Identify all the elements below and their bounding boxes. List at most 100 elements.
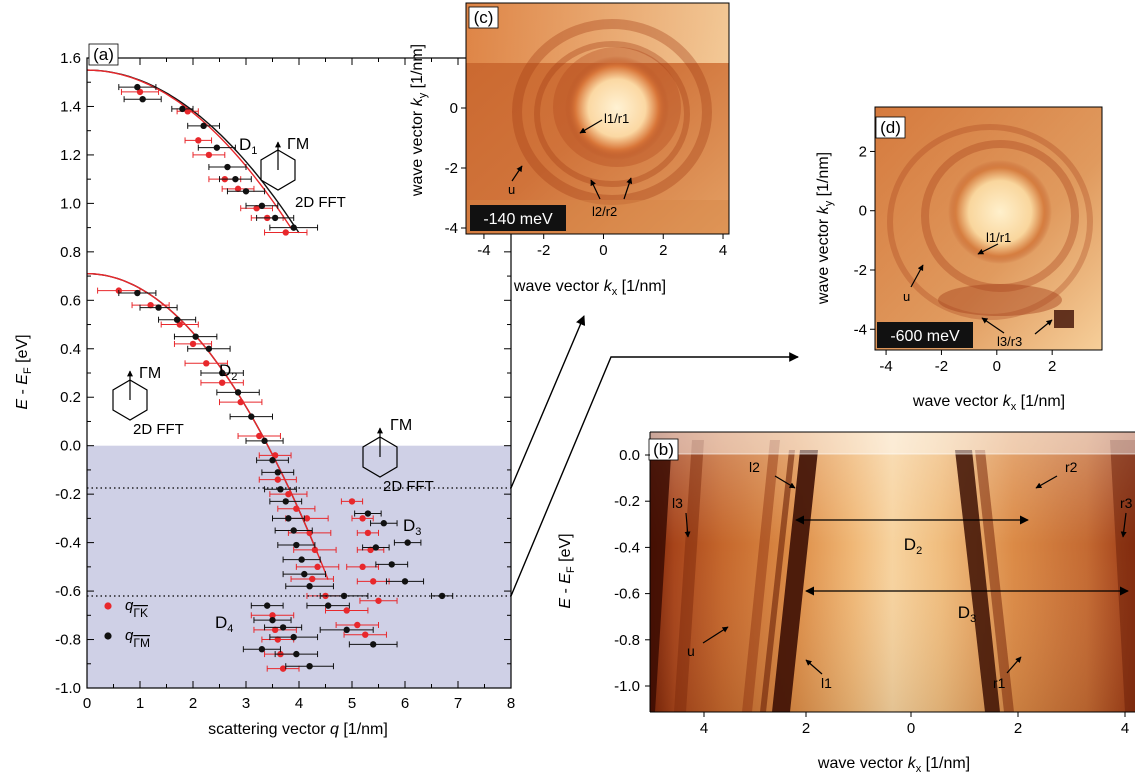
y-tick-label: 0.0 — [619, 447, 640, 464]
data-point — [250, 602, 284, 609]
y-tick-label: -4 — [445, 220, 458, 237]
data-point — [197, 144, 236, 151]
x-tick-label: 8 — [507, 695, 515, 712]
data-point — [158, 316, 197, 323]
svg-text:ΓM: ΓM — [139, 365, 161, 382]
panel-b-label-box — [648, 438, 679, 461]
panel-c-image — [465, 2, 730, 235]
panel-c-ticks: -4 -2 0 2 4 0 -2 -4 — [445, 100, 728, 259]
y-tick-label: 1.6 — [60, 50, 81, 67]
energy-label-d: -600 meV — [890, 328, 960, 345]
data-point — [245, 202, 279, 210]
data-point — [245, 437, 284, 445]
data-point — [274, 527, 313, 534]
energy-badge-d — [877, 322, 973, 348]
y-tick-label: -0.2 — [55, 486, 81, 503]
data-point — [118, 289, 157, 297]
data-point — [385, 578, 425, 585]
panel-c-x-label: wave vector kx [1/nm] — [513, 278, 666, 298]
panel-a-label: (a) — [93, 45, 114, 64]
data-point — [120, 88, 160, 96]
x-tick-label: 2 — [659, 242, 667, 259]
label-b-d3: D3 — [958, 603, 976, 625]
data-point — [272, 515, 305, 522]
panel-d-x-label: wave vector kx [1/nm] — [912, 393, 1065, 413]
x-tick-label: -2 — [935, 358, 948, 375]
data-point — [184, 137, 213, 144]
y-tick-label: 0 — [450, 100, 458, 117]
data-point — [187, 345, 231, 352]
data-point — [274, 650, 319, 658]
panel-d-ticks: -4 -2 0 2 2 0 -2 -4 — [854, 143, 1057, 375]
svg-text:2D FFT: 2D FFT — [133, 421, 184, 438]
panel-b: (b) D2 D3 l2 r2 l3 r3 u l1 r1 4 2 0 2 4 0.0 -0… — [557, 431, 1135, 775]
panel-c-label: (c) — [474, 8, 494, 27]
data-point — [131, 301, 170, 309]
y-tick-label: 0.6 — [60, 292, 81, 309]
x-tick-label: 4 — [295, 695, 303, 712]
data-point — [282, 556, 321, 563]
data-point — [375, 561, 409, 568]
x-tick-label: 4 — [719, 242, 727, 259]
connector-arrows — [510, 315, 799, 597]
data-point — [348, 641, 398, 648]
panel-d-y-label: wave vector ky [1/nm] — [815, 152, 835, 305]
label-d3: D3 — [403, 516, 421, 538]
annot-b-l2: l2 — [749, 459, 760, 475]
x-tick-label: 0 — [993, 358, 1001, 375]
svg-text:ΓM: ΓM — [287, 136, 309, 153]
y-tick-label: -0.6 — [614, 586, 640, 603]
data-point — [160, 321, 199, 328]
hexagon-icon-d2: ΓM 2D FFT — [112, 365, 184, 438]
data-point — [256, 457, 289, 464]
annot-d-u: u — [903, 289, 910, 304]
y-tick-label: 0.8 — [60, 244, 81, 261]
data-point — [269, 498, 303, 505]
x-tick-label: 2 — [802, 720, 810, 737]
data-point — [250, 612, 295, 619]
data-point — [290, 575, 334, 583]
x-tick-label: 7 — [454, 695, 462, 712]
data-point — [258, 452, 292, 459]
data-point — [393, 539, 422, 546]
data-point — [118, 83, 157, 91]
label-b-d2: D2 — [904, 535, 922, 557]
y-tick-label: 0.2 — [60, 389, 81, 406]
panel-a: 0 1 2 3 4 5 6 7 8 -1.0 -0.8 -0.6 -0.4 -0.2 0.0 0.2 0.4 0.… — [14, 43, 515, 738]
data-point — [356, 578, 390, 585]
svg-text:2D FFT: 2D FFT — [295, 194, 346, 211]
data-point — [256, 214, 295, 222]
panel-b-y-label: E - EF [eV] — [557, 533, 577, 608]
data-point — [261, 469, 295, 476]
y-tick-label: 0.0 — [60, 438, 81, 455]
x-tick-label: 0 — [907, 720, 915, 737]
annot-d-l1r1: l1/r1 — [986, 230, 1011, 245]
panel-d-image — [874, 106, 1103, 351]
data-point — [269, 633, 319, 641]
data-point — [343, 631, 387, 638]
axis-ticks: 0 1 2 3 4 5 6 7 8 -1.0 -0.8 -0.6 -0.4 -0.2 0.0 0.2 0.4 0.… — [55, 50, 515, 712]
data-point — [356, 546, 385, 554]
legend-marker-gk — [104, 602, 112, 610]
y-tick-label: -2 — [854, 262, 867, 279]
panel-c-y-label: wave vector ky [1/nm] — [409, 44, 429, 197]
data-points — [97, 83, 454, 672]
y-tick-label: -1.0 — [614, 678, 640, 695]
data-point — [354, 510, 382, 517]
legend-marker-gm — [104, 632, 112, 640]
y-tick-label: -0.6 — [55, 583, 81, 600]
hexagon-icon-d3: ΓM 2D FFT — [362, 417, 434, 495]
data-point — [253, 626, 297, 634]
panel-c: (c) -140 meV l1/r1 u l2/r2 -4 -2 0 2 4 0 -2-4 … — [409, 2, 730, 298]
data-point — [285, 662, 334, 670]
y-tick-label: 2 — [859, 143, 867, 160]
y-tick-label: -0.8 — [614, 632, 640, 649]
y-axis-label: E - EF [eV] — [14, 334, 34, 409]
x-tick-label: 4 — [700, 720, 708, 737]
data-point — [362, 544, 390, 551]
data-point — [277, 541, 316, 549]
x-tick-label: 3 — [242, 695, 250, 712]
data-point — [237, 432, 281, 440]
y-tick-label: 1.0 — [60, 195, 81, 212]
data-point — [293, 546, 337, 554]
